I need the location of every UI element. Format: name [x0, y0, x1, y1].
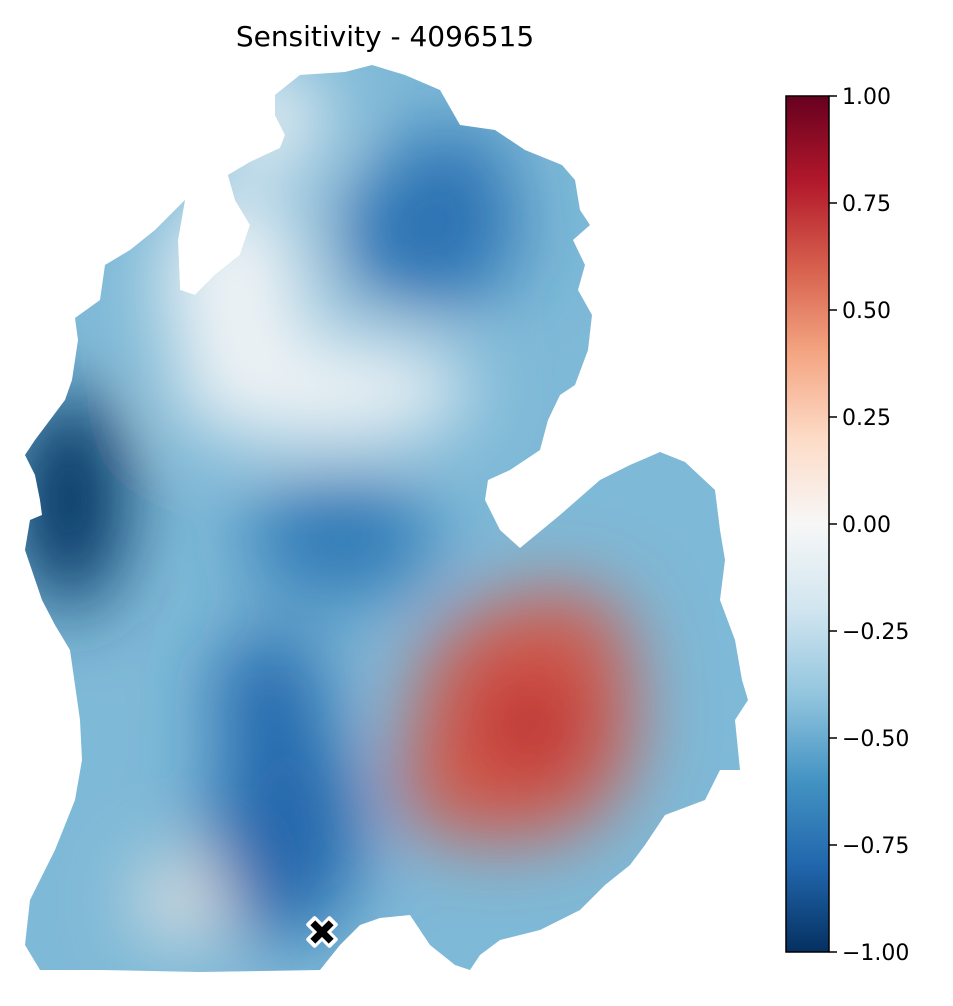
map-area [25, 65, 748, 972]
field-blob-north-neutral [215, 65, 325, 175]
colorbar-tick-label: −0.50 [842, 727, 909, 752]
field-blob-south-central-low [215, 630, 325, 770]
colorbar-tick-label: −1.00 [842, 941, 909, 966]
colorbar-tick-label: −0.25 [842, 620, 909, 645]
colorbar-tick-label: 0.00 [842, 513, 891, 538]
field-blob-central-low [245, 480, 435, 600]
blob-layer [25, 65, 635, 940]
colorbar-tick-label: 0.25 [842, 406, 891, 431]
colorbar-gradient [785, 95, 830, 953]
field-blob-north-neutral [170, 335, 470, 445]
field-blob-west-coast-low [25, 390, 125, 610]
field-blob-northeast-low [390, 130, 510, 210]
colorbar: 1.00 0.75 0.50 0.25 0.00 −0.25 −0.50 −0.75 −1.00 [785, 85, 909, 966]
x-marker-icon [306, 916, 338, 948]
colorbar-tick-label: 0.50 [842, 299, 891, 324]
colorbar-tick-label: 1.00 [842, 85, 891, 110]
field-blob-south-central-low [210, 720, 360, 940]
colorbar-ticks: 1.00 0.75 0.50 0.25 0.00 −0.25 −0.50 −0.75 −1.00 [829, 85, 909, 966]
colorbar-tick-label: 0.75 [842, 192, 891, 217]
chart-title: Sensitivity - 4096515 [236, 20, 534, 53]
field-blob-southwest-positive [140, 862, 220, 938]
field-blob-positive-peak [490, 590, 630, 710]
field-blob-peak-core [485, 680, 575, 770]
colorbar-tick-label: −0.75 [842, 834, 909, 859]
